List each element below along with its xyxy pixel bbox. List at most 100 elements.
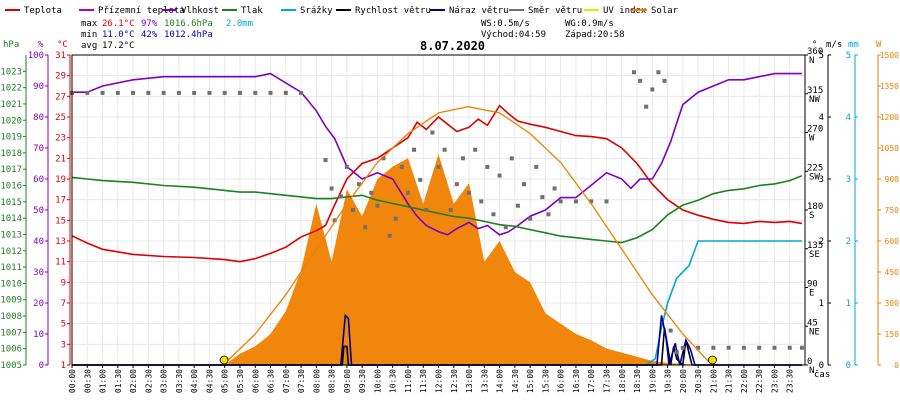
wind-direction-point — [509, 156, 514, 161]
x-tick-label: 00:30 — [83, 369, 92, 393]
max-press: 1016.6hPa — [164, 19, 213, 29]
wind-direction-point — [430, 130, 435, 135]
axis-tick-label: 13 — [55, 237, 66, 247]
wind-direction-point — [741, 345, 746, 350]
wind-direction-point — [674, 350, 679, 355]
wind-direction-point — [546, 212, 551, 217]
axis-tick-label: 0 — [39, 361, 44, 371]
wind-direction-point — [772, 345, 777, 350]
axis-tick-label: 1009 — [0, 296, 22, 306]
wind-direction-point — [638, 78, 643, 83]
wind-direction-point — [485, 164, 490, 169]
axis-tick-label: 80 — [33, 113, 44, 123]
unit-ms: m/s — [826, 40, 842, 50]
wind-direction-point — [479, 199, 484, 204]
legend-label: Rychlost větru — [355, 6, 431, 16]
x-tick-label: 06:30 — [267, 369, 276, 393]
axis-tick-label: 1014 — [0, 214, 22, 224]
axis-tick-label: 1200 — [880, 113, 899, 122]
x-tick-label: 16:30 — [572, 369, 581, 393]
x-tick-label: 15:30 — [541, 369, 550, 393]
solar-area — [72, 154, 802, 365]
axes: 1005100610071008100910101011101210131014… — [0, 47, 899, 376]
axis-tick-label: 1019 — [0, 133, 22, 143]
axis-tick-label: 31 — [55, 51, 66, 61]
wind-direction-point — [650, 87, 655, 92]
axis-tick-label: 7 — [61, 299, 66, 309]
unit-w: W — [876, 40, 882, 50]
wind-direction-point — [357, 182, 362, 187]
wind-direction-point — [497, 173, 502, 178]
wind-direction-point — [491, 212, 496, 217]
wind-direction-point — [787, 345, 792, 350]
axis-tick-label: 100 — [28, 51, 44, 61]
x-tick-label: 19:30 — [664, 369, 673, 393]
axis-tick-label: 3 — [61, 340, 66, 350]
wind-direction-point — [237, 90, 242, 95]
x-tick-label: 12:00 — [435, 369, 444, 393]
min-temp: 11.0°C — [102, 30, 135, 40]
x-tick-label: 05:30 — [236, 369, 245, 393]
legend-label: Tlak — [241, 6, 263, 16]
wind-direction-point — [503, 225, 508, 230]
axis-tick-label: 25 — [55, 113, 66, 123]
wind-direction-point — [283, 90, 288, 95]
wind-direction-point — [329, 186, 334, 191]
axis-tick-label: 1008 — [0, 312, 22, 322]
x-tick-label: 17:00 — [587, 369, 596, 393]
wind-direction-point — [115, 90, 120, 95]
axis-tick-label: 3 — [819, 175, 824, 185]
wind-direction-point — [207, 90, 212, 95]
x-tick-label: 02:00 — [129, 369, 138, 393]
wind-direction-point — [522, 182, 527, 187]
wind-direction-point — [393, 216, 398, 221]
wind-direction-point — [100, 90, 105, 95]
wind-direction-point — [253, 90, 258, 95]
legend-label: Solar — [651, 6, 679, 16]
wind-direction-point — [644, 104, 649, 109]
axis-tick-label: 900 — [885, 175, 900, 184]
legend-label: Srážky — [300, 6, 333, 16]
axis-tick-label: 11 — [55, 258, 66, 268]
legend-label: Vlhkost — [181, 6, 219, 16]
legend-label: Přízemní teplota — [98, 6, 185, 16]
wind-direction-point — [332, 218, 337, 223]
axis-tick-label: 1021 — [0, 100, 22, 110]
wind-direction-point — [534, 164, 539, 169]
axis-tick-label: 1 — [61, 361, 66, 371]
wind-direction-point — [604, 199, 609, 204]
axis-tick-label: 1 — [846, 299, 851, 309]
x-tick-label: 20:00 — [679, 369, 688, 393]
x-tick-label: 11:00 — [404, 369, 413, 393]
x-tick-label: 11:30 — [419, 369, 428, 393]
axis-tick-label: 315 — [807, 86, 823, 96]
axis-tick-label: 9 — [61, 278, 66, 288]
axis-tick-label: 19 — [55, 175, 66, 185]
x-tick-label: 16:00 — [557, 369, 566, 393]
unit-mm: mm — [848, 40, 859, 50]
axis-tick-label: 180 — [807, 202, 823, 212]
min-hum: 42% — [141, 30, 158, 40]
axis-tick-label: 30 — [33, 268, 44, 278]
axis-tick-label: 5 — [819, 51, 824, 61]
wind-direction-point — [515, 203, 520, 208]
wind-direction-point — [85, 90, 90, 95]
axis-tick-label: NW — [809, 95, 820, 105]
avg-temp: 17.2°C — [102, 41, 135, 51]
axis-tick-label: 50 — [33, 206, 44, 216]
axis-tick-label: 135 — [807, 241, 823, 251]
wind-direction-point — [467, 190, 472, 195]
axis-units: hPa % °C ° m/s mm W čas — [3, 40, 882, 380]
axis-tick-label: 1023 — [0, 67, 22, 77]
axis-tick-label: S — [809, 211, 814, 221]
axis-tick-label: SE — [809, 250, 820, 260]
legend-label: UV index — [603, 6, 647, 16]
axis-tick-label: 3 — [846, 175, 851, 185]
wind-direction-point — [268, 90, 273, 95]
axis-tick-label: 1005 — [0, 361, 22, 371]
wind-direction-point — [799, 345, 804, 350]
axis-tick-label: 15 — [55, 216, 66, 226]
x-tick-label: 18:00 — [618, 369, 627, 393]
wind-direction-point — [381, 156, 386, 161]
axis-tick-label: 600 — [885, 237, 900, 246]
